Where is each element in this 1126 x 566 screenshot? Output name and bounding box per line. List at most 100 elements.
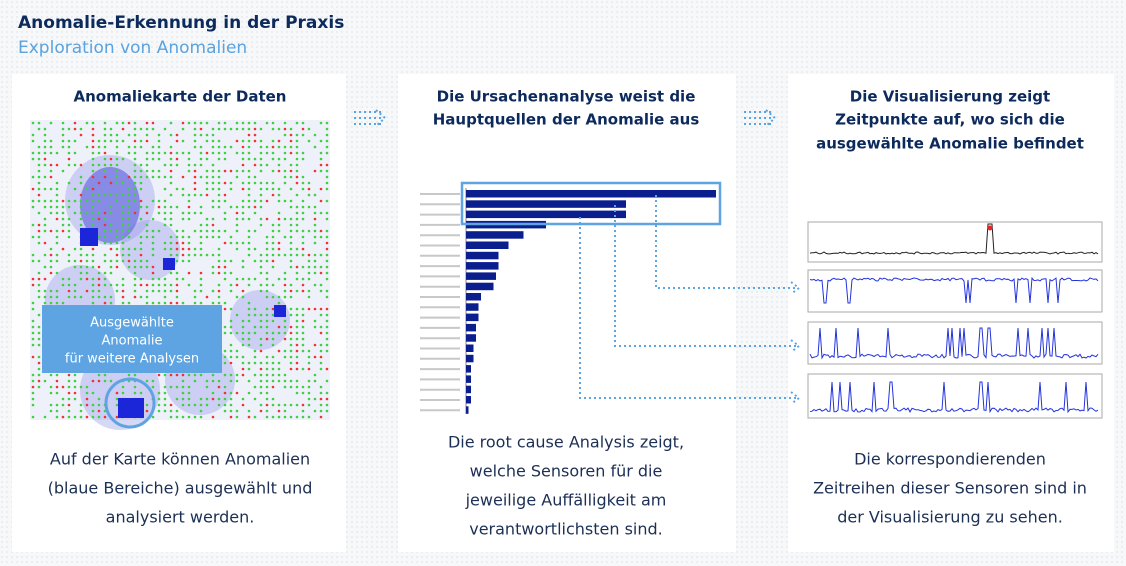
map-dot: [85, 391, 89, 395]
map-dot: [151, 157, 155, 161]
map-dot: [307, 397, 311, 401]
map-dot: [49, 175, 53, 179]
map-dot: [295, 229, 299, 233]
map-dot: [37, 169, 41, 173]
map-dot: [271, 307, 275, 311]
map-dot: [37, 211, 41, 215]
map-dot: [79, 127, 83, 131]
map-dot: [193, 229, 197, 233]
map-dot: [235, 331, 239, 335]
map-dot: [163, 187, 167, 191]
map-dot: [253, 157, 257, 161]
map-dot: [235, 355, 239, 359]
map-dot: [325, 121, 329, 125]
map-dot: [61, 211, 65, 215]
map-dot: [127, 133, 131, 137]
map-dot: [313, 265, 317, 269]
bar: [466, 313, 479, 322]
map-dot: [211, 373, 215, 377]
map-dot: [79, 163, 83, 167]
map-dot: [211, 151, 215, 155]
map-dot: [271, 193, 275, 197]
map-dot: [139, 181, 143, 185]
bar: [466, 344, 474, 352]
map-dot: [181, 175, 185, 179]
map-dot: [319, 409, 323, 413]
map-dot: [67, 151, 71, 155]
map-dot: [187, 241, 191, 245]
map-dot: [325, 295, 329, 299]
map-dot: [313, 373, 317, 377]
map-dot: [73, 259, 77, 263]
map-dot: [259, 283, 263, 287]
map-dot: [211, 271, 215, 275]
map-dot: [31, 223, 35, 227]
map-dot: [325, 337, 329, 341]
map-dot: [31, 151, 35, 155]
map-dot: [31, 331, 35, 335]
map-dot: [241, 145, 245, 149]
map-dot: [229, 319, 233, 323]
map-dot: [265, 403, 269, 407]
map-dot: [109, 295, 113, 299]
map-dot: [187, 193, 191, 197]
map-dot: [67, 163, 71, 167]
map-dot: [319, 271, 323, 275]
map-dot: [283, 295, 287, 299]
map-dot: [313, 319, 317, 323]
map-dot: [205, 169, 209, 173]
map-dot: [223, 145, 227, 149]
map-dot: [43, 163, 47, 167]
map-dot: [121, 283, 125, 287]
map-dot: [103, 157, 107, 161]
bar: [466, 303, 479, 311]
bar: [466, 282, 494, 291]
map-dot: [97, 181, 101, 185]
map-dot: [97, 145, 101, 149]
bar: [466, 231, 524, 239]
map-dot: [79, 385, 83, 389]
map-dot: [319, 187, 323, 191]
map-dot: [277, 127, 281, 131]
map-dot: [145, 283, 149, 287]
map-dot: [211, 181, 215, 185]
map-dot: [145, 265, 149, 269]
map-dot: [313, 253, 317, 257]
map-dot: [229, 403, 233, 407]
map-dot: [271, 343, 275, 347]
map-dot: [67, 295, 71, 299]
map-dot: [259, 403, 263, 407]
map-dot: [223, 157, 227, 161]
map-dot: [43, 229, 47, 233]
map-dot: [205, 157, 209, 161]
map-dot: [115, 169, 119, 173]
map-dot: [85, 121, 89, 125]
map-dot: [193, 379, 197, 383]
map-dot: [289, 307, 293, 311]
map-dot: [325, 139, 329, 143]
map-dot: [313, 355, 317, 359]
map-dot: [109, 265, 113, 269]
map-dot: [289, 325, 293, 329]
map-dot: [175, 301, 179, 305]
map-dot: [133, 127, 137, 131]
map-dot: [319, 235, 323, 239]
map-dot: [229, 127, 233, 131]
map-dot: [277, 349, 281, 353]
map-dot: [307, 277, 311, 281]
map-dot: [109, 247, 113, 251]
map-dot: [301, 415, 305, 419]
map-dot: [31, 355, 35, 359]
map-dot: [91, 193, 95, 197]
map-dot: [259, 145, 263, 149]
panel-title: Zeitpunkte auf, wo sich die: [835, 111, 1065, 129]
map-dot: [313, 409, 317, 413]
map-dot: [103, 193, 107, 197]
map-dot: [55, 379, 59, 383]
panel-description: Die korrespondierenden: [854, 450, 1046, 469]
map-dot: [241, 241, 245, 245]
map-dot: [241, 397, 245, 401]
map-dot: [241, 139, 245, 143]
map-dot: [295, 415, 299, 419]
map-dot: [223, 349, 227, 353]
